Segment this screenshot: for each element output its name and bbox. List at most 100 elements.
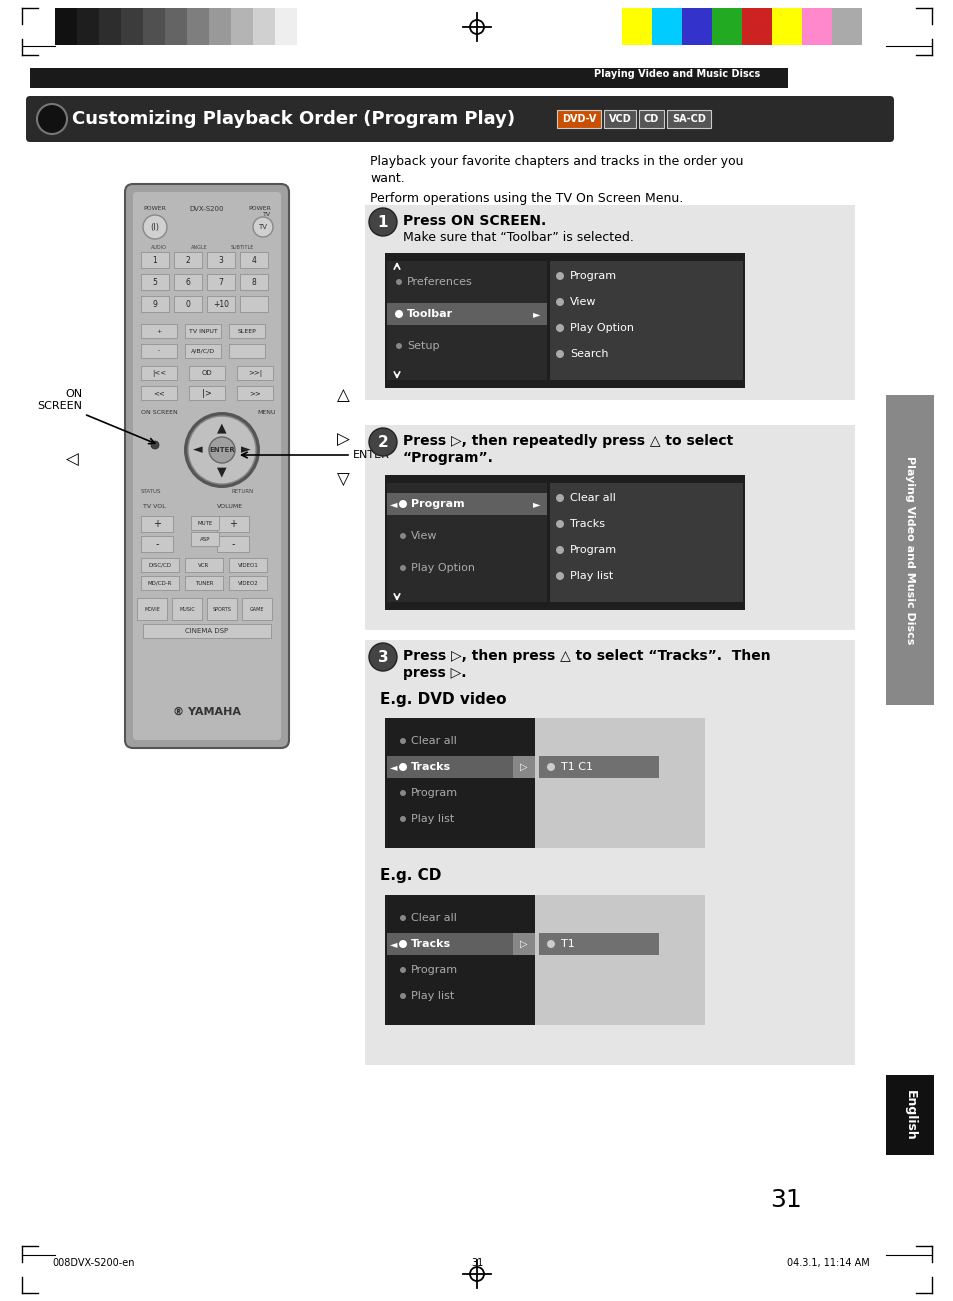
FancyBboxPatch shape [639,111,663,127]
Circle shape [399,993,406,999]
Bar [550,262,742,380]
Bar [172,598,202,621]
Bar [387,933,533,955]
Text: 1: 1 [152,255,157,264]
Bar [387,483,546,602]
Bar [216,536,249,552]
Text: MOVIE: MOVIE [144,606,160,611]
Text: 2: 2 [186,255,191,264]
Circle shape [253,217,273,237]
Circle shape [395,343,401,349]
Text: Program: Program [411,965,457,974]
Text: 4: 4 [252,255,256,264]
Text: Clear all: Clear all [569,493,616,503]
Text: 04.3.1, 11:14 AM: 04.3.1, 11:14 AM [786,1258,869,1268]
Text: ◄: ◄ [390,762,397,771]
Text: |<<: |<< [152,369,166,376]
Bar [229,343,265,358]
FancyBboxPatch shape [557,111,601,127]
Text: Tracks: Tracks [411,762,451,771]
Text: DVD-V: DVD-V [561,114,596,124]
Text: ◁: ◁ [66,451,78,468]
Text: ANGLE: ANGLE [191,245,208,250]
Bar [209,8,231,46]
Bar [801,8,831,46]
Text: (I): (I) [151,222,159,232]
Bar [253,8,274,46]
Text: 5: 5 [152,277,157,286]
Circle shape [546,762,555,771]
Text: ▲: ▲ [217,422,227,435]
Bar [207,252,234,268]
Circle shape [398,941,407,948]
Bar [191,532,219,546]
Bar [173,275,202,290]
Bar [143,624,271,637]
Text: AUDIO: AUDIO [151,245,167,250]
Bar [229,576,267,589]
Circle shape [369,208,396,235]
Text: ▷: ▷ [336,431,349,449]
Text: SUBTITLE: SUBTITLE [231,245,254,250]
Text: Perform operations using the TV On Screen Menu.: Perform operations using the TV On Scree… [370,193,682,206]
Bar [185,324,221,338]
Bar [187,8,209,46]
Text: ▽: ▽ [336,471,349,489]
Text: Playback your favorite chapters and tracks in the order you: Playback your favorite chapters and trac… [370,155,742,168]
Circle shape [143,215,167,239]
Text: STATUS: STATUS [141,489,161,494]
Circle shape [556,350,563,358]
Text: -: - [157,349,160,354]
Text: +10: +10 [213,299,229,308]
Text: press ▷.: press ▷. [402,666,466,680]
Bar [189,366,225,380]
FancyBboxPatch shape [26,96,893,142]
Text: 008DVX-S200-en: 008DVX-S200-en [52,1258,134,1268]
FancyBboxPatch shape [604,111,636,127]
Text: Make sure that “Toolbar” is selected.: Make sure that “Toolbar” is selected. [402,232,633,245]
Text: Setup: Setup [407,341,439,351]
Text: Program: Program [569,271,617,281]
Bar [885,396,933,705]
Text: OD: OD [201,369,213,376]
Text: 0: 0 [186,299,191,308]
Text: want.: want. [370,172,404,185]
Text: ◄: ◄ [193,444,203,457]
Text: Toolbar: Toolbar [407,310,453,319]
Text: 7: 7 [218,277,223,286]
Bar [141,386,177,399]
Bar [236,366,273,380]
Circle shape [399,533,406,539]
Text: T1: T1 [560,939,574,948]
Text: VCR: VCR [198,562,210,567]
Bar [535,718,704,848]
Text: CD: CD [643,114,659,124]
Text: English: English [902,1090,916,1141]
Bar [771,8,801,46]
Text: “Program”.: “Program”. [402,451,494,464]
Text: E.g. DVD video: E.g. DVD video [379,692,506,706]
Bar [621,8,651,46]
Text: Press ▷, then press △ to select “Tracks”.  Then: Press ▷, then press △ to select “Tracks”… [402,649,770,664]
Bar [385,252,744,388]
Text: Press ON SCREEN.: Press ON SCREEN. [402,213,546,228]
Text: 3: 3 [218,255,223,264]
Bar [885,1075,933,1155]
Circle shape [546,941,555,948]
Bar [173,297,202,312]
Text: 3: 3 [377,649,388,665]
Circle shape [395,278,401,285]
Text: View: View [411,531,437,541]
Circle shape [399,565,406,571]
Bar [165,8,187,46]
Circle shape [399,816,406,822]
Text: ▷: ▷ [519,762,527,771]
Text: >>|: >>| [248,369,262,376]
Text: ON
SCREEN: ON SCREEN [37,389,82,411]
Bar [141,558,179,572]
Circle shape [369,643,396,671]
Text: ►: ► [533,310,540,319]
Text: Playing Video and Music Discs: Playing Video and Music Discs [593,69,760,79]
Bar [137,598,167,621]
Text: TUNER: TUNER [194,580,213,585]
